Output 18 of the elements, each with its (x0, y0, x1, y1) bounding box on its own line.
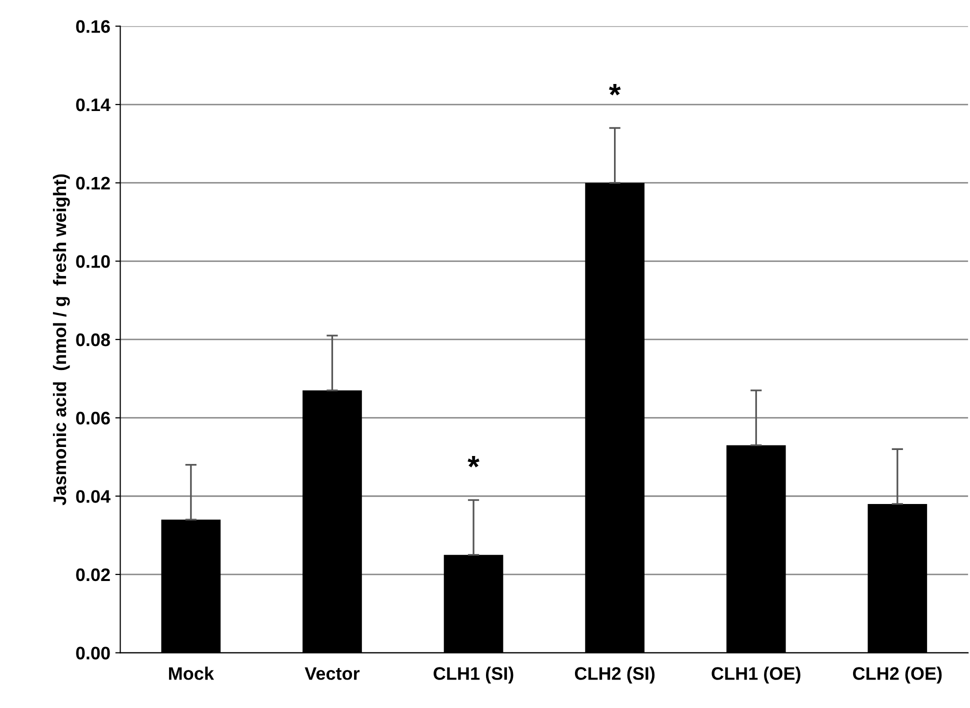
y-tick-label: 0.00 (76, 646, 110, 660)
x-tick-label: CLH2 (SI) (574, 666, 655, 684)
annotation: * (468, 456, 480, 468)
y-axis-title: Jasmonic acid (nmol / g fresh weight) (52, 174, 70, 506)
x-tick-label: CLH1 (OE) (712, 666, 800, 684)
annotation: * (608, 84, 621, 96)
x-tick-label: CLH1 (SI) (434, 666, 514, 684)
y-tick-label: 0.06 (76, 412, 110, 425)
y-tick-label: 0.10 (76, 255, 110, 268)
y-tick-label: 0.16 (76, 20, 110, 33)
y-tick-label: 0.02 (76, 568, 110, 582)
y-tick-label: 0.08 (76, 333, 110, 346)
x-tick-label: CLH2 (OE) (853, 666, 942, 684)
y-tick-label: 0.14 (76, 98, 110, 112)
x-tick-label: Vector (304, 667, 360, 680)
y-tick-label: 0.04 (76, 490, 110, 503)
x-tick-label: Mock (169, 666, 214, 680)
y-tick-label: 0.12 (76, 176, 110, 190)
